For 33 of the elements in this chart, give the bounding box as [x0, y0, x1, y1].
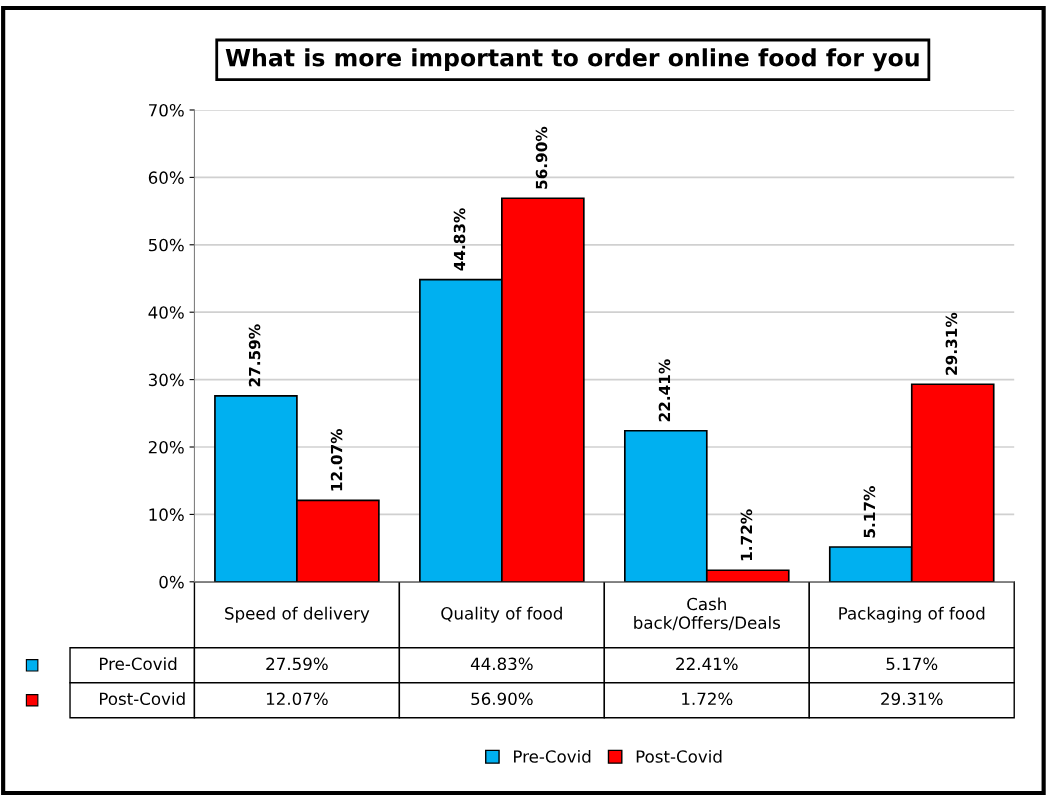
- data-label: 44.83%: [470, 657, 533, 671]
- y-tick-label: 70%: [149, 103, 184, 117]
- text: 5.17%: [863, 486, 876, 538]
- data-label: 5.17%: [886, 657, 938, 671]
- text: 44.83%: [453, 208, 466, 271]
- data-label: 27.59%: [266, 657, 328, 671]
- y-tick-label: 40%: [148, 306, 184, 319]
- y-tick-label: 60%: [148, 171, 184, 184]
- data-label: 12.07%: [266, 692, 328, 706]
- data-label: 22.41%: [676, 657, 738, 671]
- data-label: 29.31%: [881, 692, 943, 706]
- y-tick-label: 0%: [159, 575, 184, 589]
- text: 22.41%: [658, 359, 671, 422]
- legend-label: Post-Covid: [636, 749, 722, 763]
- data-label: 1.72%: [682, 692, 733, 706]
- y-tick-label: 20%: [148, 440, 184, 454]
- legend-label: Pre-Covid: [514, 749, 591, 763]
- x-tick-label: Cash back/Offers/Deals: [634, 597, 781, 631]
- text: 12.07%: [330, 428, 343, 491]
- y-tick-label: 50%: [148, 238, 184, 252]
- text: 1.72%: [740, 509, 753, 561]
- text: Pre-Covid: [100, 657, 177, 671]
- y-tick-label: 10%: [149, 508, 184, 521]
- data-label: 56.90%: [471, 692, 533, 706]
- text: 29.31%: [945, 312, 958, 375]
- x-tick-label: Quality of food: [441, 606, 562, 623]
- chart-title: What is more important to order online food for you: [225, 48, 919, 72]
- text: 27.59%: [248, 324, 261, 387]
- y-tick-label: 30%: [148, 373, 184, 387]
- x-tick-label: Speed of delivery: [225, 606, 370, 623]
- text: 56.90%: [535, 126, 548, 189]
- x-tick-label: Packaging of food: [839, 606, 985, 623]
- text: Post-Covid: [100, 692, 185, 706]
